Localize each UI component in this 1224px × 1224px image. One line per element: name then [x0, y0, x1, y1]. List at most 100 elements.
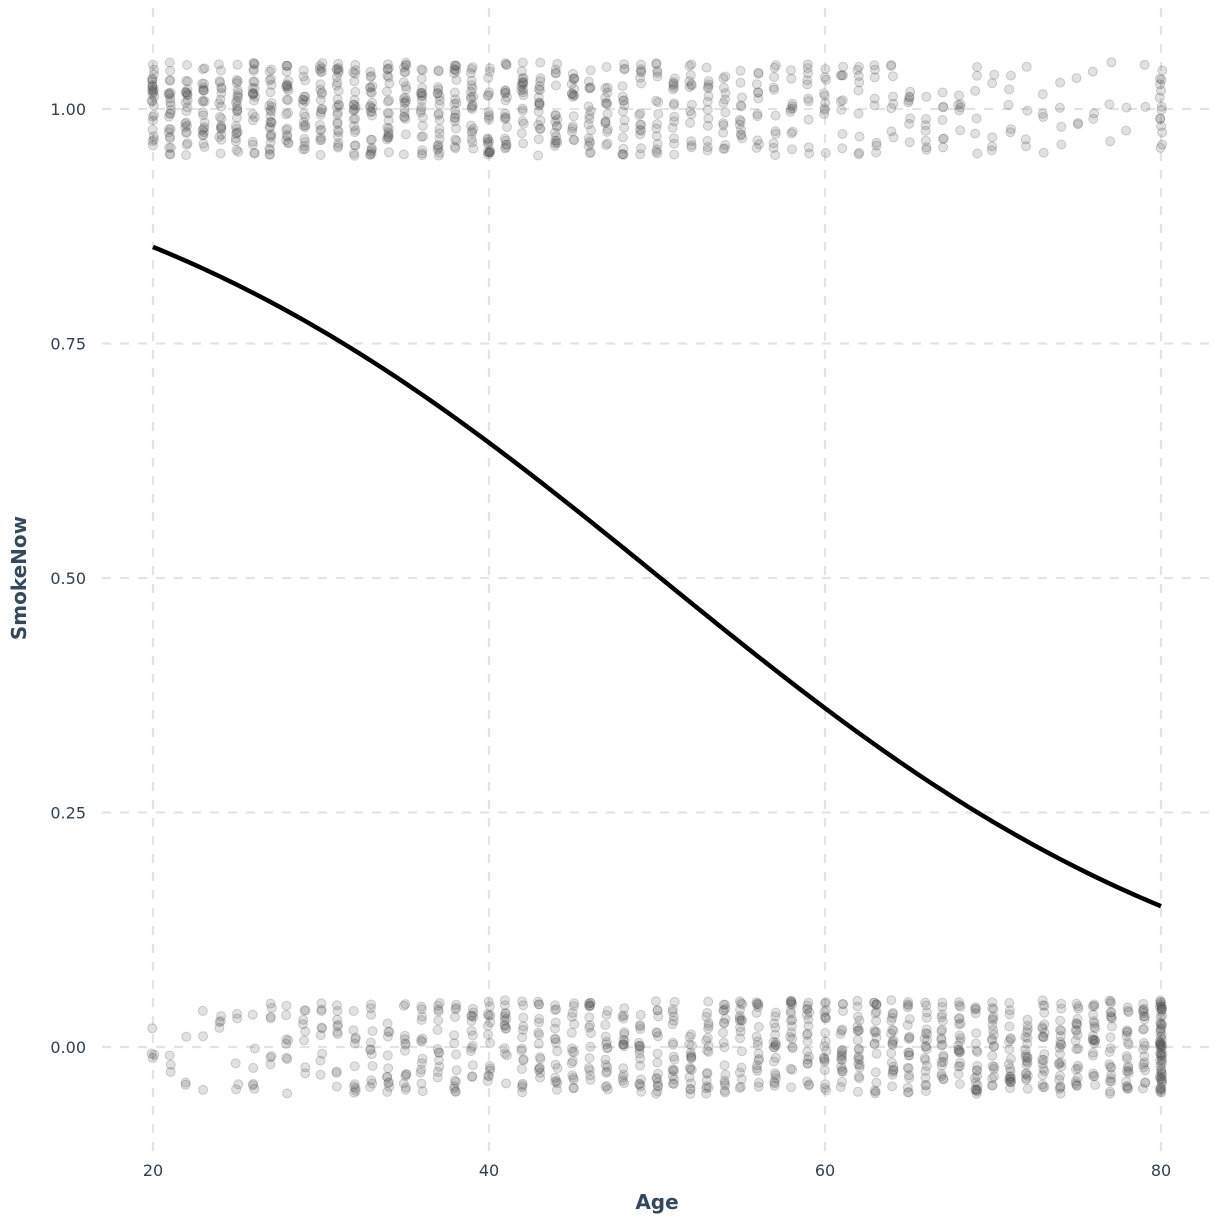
data-point: [348, 104, 359, 115]
data-point: [416, 1004, 427, 1015]
data-point: [836, 1054, 847, 1065]
data-point: [1020, 134, 1031, 145]
data-point: [854, 61, 864, 72]
data-point: [953, 1047, 964, 1058]
data-point: [584, 136, 595, 147]
data-point: [803, 1080, 814, 1091]
data-point: [636, 1086, 647, 1097]
data-point: [365, 1044, 376, 1055]
data-point: [467, 126, 477, 136]
data-point: [602, 82, 613, 93]
data-point: [1072, 1072, 1083, 1083]
data-point: [1122, 1083, 1133, 1094]
data-point: [499, 1011, 510, 1022]
data-point: [266, 98, 277, 109]
data-point: [753, 1021, 764, 1032]
data-point: [684, 82, 695, 93]
data-point: [567, 1070, 578, 1081]
data-point: [365, 102, 376, 113]
data-point: [617, 106, 628, 117]
data-point: [383, 108, 394, 119]
data-point: [921, 1012, 932, 1023]
data-point: [770, 60, 781, 71]
data-point: [416, 88, 427, 99]
data-point: [1089, 1018, 1100, 1029]
data-point: [684, 1031, 695, 1042]
data-point: [165, 1059, 176, 1070]
data-point: [921, 114, 931, 124]
data-point: [601, 1010, 612, 1020]
data-point: [854, 1054, 865, 1065]
data-point: [551, 1076, 562, 1087]
data-point: [181, 87, 192, 98]
data-point: [837, 999, 848, 1010]
data-point: [651, 58, 662, 69]
data-point: [634, 110, 645, 120]
data-point: [399, 1030, 410, 1041]
data-point: [400, 129, 411, 140]
data-point: [299, 1035, 309, 1046]
data-point: [735, 116, 746, 127]
data-point: [955, 1036, 965, 1047]
data-point: [987, 1013, 998, 1024]
data-point: [432, 88, 443, 99]
data-point: [433, 140, 444, 151]
data-point: [837, 1024, 848, 1035]
data-point: [736, 129, 746, 140]
data-point: [635, 72, 646, 83]
data-point: [250, 91, 261, 102]
data-point: [333, 138, 344, 149]
data-point: [551, 121, 562, 131]
data-point: [501, 60, 512, 71]
data-point: [1104, 1076, 1115, 1087]
data-point: [854, 1015, 865, 1026]
data-point: [819, 1083, 830, 1093]
data-point: [803, 114, 814, 125]
data-point: [904, 1047, 915, 1058]
data-point: [518, 1024, 528, 1035]
data-point: [465, 1046, 476, 1057]
data-point: [585, 1074, 596, 1085]
data-point: [382, 1031, 393, 1042]
data-point: [230, 133, 241, 144]
data-point: [751, 79, 762, 90]
data-point: [921, 1060, 932, 1071]
data-point: [751, 1063, 762, 1074]
data-point: [904, 137, 915, 148]
data-point: [247, 88, 258, 99]
data-point: [500, 1048, 510, 1059]
data-point: [1121, 125, 1132, 136]
data-point: [734, 996, 745, 1007]
data-point: [938, 1052, 949, 1063]
data-point: [484, 147, 495, 158]
data-point: [887, 1069, 898, 1080]
data-point: [903, 1047, 914, 1058]
data-point: [955, 125, 966, 136]
data-point: [953, 1044, 964, 1055]
data-point: [921, 1000, 932, 1011]
data-point: [216, 123, 227, 134]
data-point: [518, 138, 529, 149]
data-point: [653, 109, 664, 119]
data-point: [854, 1044, 865, 1055]
data-point: [400, 60, 411, 71]
data-point: [802, 1003, 813, 1014]
data-point: [602, 1043, 613, 1053]
data-point: [1157, 1049, 1168, 1060]
data-point: [819, 103, 830, 114]
data-point: [247, 82, 258, 93]
data-point: [282, 60, 293, 71]
data-point: [954, 1030, 965, 1041]
data-point: [635, 1040, 645, 1051]
data-point: [516, 1064, 527, 1074]
data-point: [384, 63, 394, 74]
data-point: [232, 1013, 243, 1024]
data-point: [686, 142, 697, 153]
data-point: [550, 1037, 561, 1048]
data-point: [232, 104, 243, 115]
data-point: [198, 82, 209, 93]
data-point: [149, 91, 160, 102]
data-point: [1156, 1020, 1167, 1031]
data-point: [1003, 1036, 1014, 1047]
data-point: [485, 1010, 496, 1021]
